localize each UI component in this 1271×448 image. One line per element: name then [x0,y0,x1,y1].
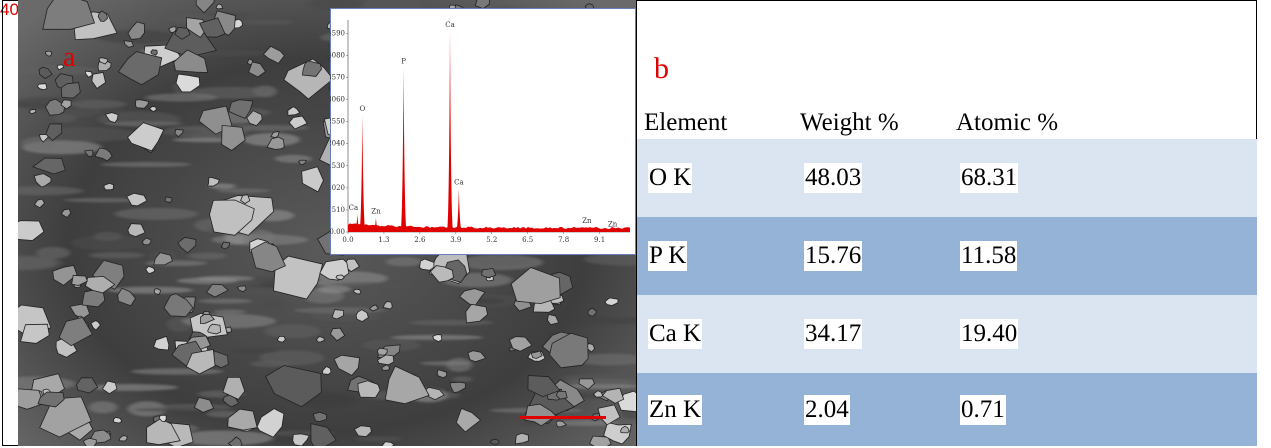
table-row [637,139,1257,217]
particle [377,348,387,355]
x-tick-label: 3.9 [450,236,461,244]
x-tick-label: 7.8 [558,236,569,244]
particle [104,183,114,189]
texture [420,361,471,365]
particle [114,417,122,423]
table-cell: 48.03 [804,163,862,193]
table-header: Atomic % [956,108,1058,138]
peak-label: P [401,58,406,66]
peak-label: Zn [371,208,381,216]
x-tick-label: 0.0 [342,236,353,244]
texture [231,348,279,353]
texture [197,276,254,281]
table-cell: 11.58 [960,241,1017,271]
texture [217,188,270,193]
texture [93,232,122,241]
y-tick-label: 2040 [330,140,345,148]
x-tick-label: 2.6 [414,236,426,244]
table-header: Element [644,108,727,138]
particle [313,412,326,422]
texture [89,401,118,413]
table-cell: 2.04 [804,395,850,425]
y-tick-label: 4590 [330,29,345,37]
y-tick-label: 3570 [330,74,345,82]
y-tick-label: 1530 [330,162,345,170]
y-tick-label: 0.00 [330,228,345,236]
texture [87,384,178,391]
particle [43,0,95,29]
texture [242,20,294,25]
texture [317,285,350,293]
table-cell: Zn K [648,395,702,425]
x-tick-label: 9.1 [594,236,605,244]
texture [247,283,273,288]
panel-label: a [63,42,75,74]
texture [259,296,286,311]
particle [165,197,172,203]
texture [101,162,191,167]
scale-bar [520,416,606,419]
eds-spectrum: 0.00 510 1020 1530 2040 2550 3060 3570 4080 4590 0… [330,8,636,255]
y-tick-label: 510 [332,206,345,214]
x-tick-label: 5.2 [486,236,497,244]
table-header: Weight % [800,108,899,138]
page: {"panel_a": {"label": "a", "scale_bar": … [0,0,1271,448]
table-cell: 0.71 [960,395,1006,425]
texture [453,376,473,382]
y-tick-label: 4080 [330,51,345,59]
texture [264,324,320,338]
y-tick-label: 2550 [330,118,345,126]
table-row [637,217,1257,295]
x-tick-label: 6.5 [522,236,533,244]
texture [188,252,227,259]
texture [199,299,252,304]
texture [145,93,217,101]
x-tick-label: 1.3 [378,236,389,244]
table-cell: 68.31 [960,163,1018,193]
texture [385,257,422,266]
texture [53,114,75,123]
table-cell: 15.76 [804,241,862,271]
peak-label: Zn [582,217,592,225]
peak-label: Ca [349,204,359,212]
texture [355,436,403,441]
y-tick-label: 3060 [330,96,345,104]
peak-label: O [360,105,366,113]
particle [482,268,496,277]
table-cell: 34.17 [804,319,862,349]
texture [69,100,126,108]
texture [89,252,144,258]
particle [490,439,499,444]
table-row [637,295,1257,373]
peak-label: Ca [445,21,455,29]
texture [213,310,246,314]
texture [565,379,636,385]
y-tick-label: 1020 [330,184,345,192]
peak-label: Ca [454,179,464,187]
peak-label: Zn [608,220,618,228]
table-cell: P K [648,241,687,271]
table-cell: O K [648,163,692,193]
table-cell: 19.40 [960,319,1018,349]
table-cell: Ca K [648,319,702,349]
texture [114,208,198,220]
table-row [637,373,1257,446]
panel-label: b [654,52,669,86]
particle [154,289,160,295]
